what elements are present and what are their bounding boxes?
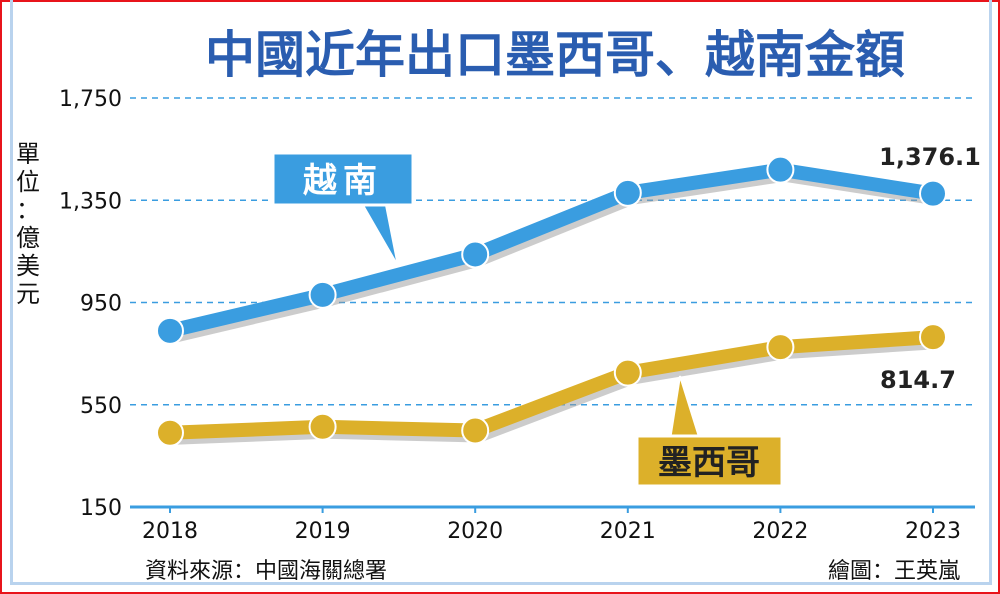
data-point — [919, 179, 947, 208]
y-axis-unit-char: 位 — [16, 168, 40, 196]
end-value-label-mexico: 814.7 — [880, 366, 956, 394]
end-value-label-vietnam: 1,376.1 — [879, 143, 981, 171]
x-tick-label: 2020 — [447, 519, 503, 544]
data-point — [156, 316, 184, 345]
x-tick-label: 2018 — [142, 519, 198, 544]
x-tick-label: 2023 — [905, 519, 961, 544]
data-point — [613, 178, 642, 207]
data-point — [461, 416, 490, 445]
y-axis-unit-char: 元 — [16, 280, 40, 308]
data-point — [308, 280, 337, 309]
series-label-vietnam: 越南 — [303, 161, 383, 201]
series-label-box-vietnam — [271, 151, 415, 207]
chart-title: 中國近年出口墨西哥、越南金額 — [205, 26, 905, 84]
y-tick-label: 1,350 — [59, 189, 122, 214]
callout-pointer-vietnam — [358, 199, 399, 267]
y-axis-unit-label: 單位：億美元 — [14, 140, 42, 308]
y-tick-label: 150 — [80, 496, 122, 521]
x-tick-label: 2022 — [752, 519, 808, 544]
y-axis-unit-char: 美 — [16, 252, 40, 280]
y-axis-unit-char: 億 — [16, 224, 40, 252]
data-point — [919, 323, 947, 352]
data-point — [766, 155, 795, 184]
series-line-mexico — [169, 330, 934, 440]
series-line-vietnam — [168, 162, 935, 338]
y-tick-label: 1,750 — [59, 87, 122, 112]
inner-frame — [10, 0, 992, 585]
data-point — [308, 412, 337, 441]
series-label-box-mexico — [635, 434, 784, 488]
y-tick-label: 950 — [80, 292, 122, 317]
y-axis-unit-char: 單 — [16, 140, 40, 168]
source-note: 資料來源：中國海關總署 — [145, 559, 387, 584]
x-tick-label: 2019 — [295, 519, 351, 544]
y-axis-unit-char: ： — [16, 196, 40, 224]
series-label-mexico: 墨西哥 — [658, 443, 760, 483]
data-point — [461, 240, 490, 269]
data-point — [156, 418, 184, 447]
y-tick-label: 550 — [80, 394, 122, 419]
x-tick-label: 2021 — [600, 519, 656, 544]
callout-pointer-mexico — [668, 375, 702, 441]
data-point — [766, 333, 795, 362]
data-point — [613, 358, 642, 387]
credit-note: 繪圖：王英嵐 — [828, 559, 960, 584]
